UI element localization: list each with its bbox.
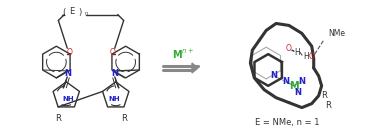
Text: R: R	[321, 91, 327, 100]
Text: N: N	[111, 69, 118, 78]
Text: NH: NH	[108, 96, 119, 102]
Text: NMe: NMe	[328, 29, 345, 38]
Text: N: N	[64, 69, 71, 78]
Text: O: O	[309, 52, 314, 61]
Text: N: N	[282, 77, 290, 86]
Polygon shape	[192, 63, 198, 73]
Text: H: H	[303, 52, 309, 61]
Text: $_n$: $_n$	[84, 11, 88, 18]
Text: NH: NH	[62, 96, 74, 102]
Text: M: M	[289, 81, 299, 91]
Text: M$^{n+}$: M$^{n+}$	[172, 48, 194, 61]
Text: (: (	[63, 8, 66, 17]
Text: O: O	[110, 48, 116, 57]
Text: N: N	[298, 77, 305, 86]
Text: N: N	[271, 71, 277, 80]
Text: O: O	[66, 48, 72, 57]
Text: O: O	[286, 44, 292, 53]
Text: R: R	[56, 114, 61, 123]
Text: ): )	[79, 8, 82, 17]
Text: N: N	[294, 88, 301, 97]
Text: E = NMe, n = 1: E = NMe, n = 1	[255, 118, 319, 127]
Text: H: H	[294, 48, 300, 57]
Text: R: R	[325, 101, 332, 110]
Text: R: R	[121, 114, 127, 123]
Text: E: E	[70, 7, 75, 16]
